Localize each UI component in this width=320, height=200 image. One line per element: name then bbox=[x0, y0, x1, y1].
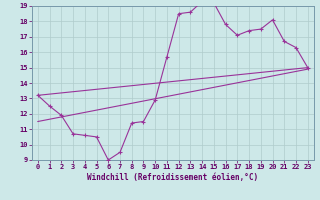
X-axis label: Windchill (Refroidissement éolien,°C): Windchill (Refroidissement éolien,°C) bbox=[87, 173, 258, 182]
